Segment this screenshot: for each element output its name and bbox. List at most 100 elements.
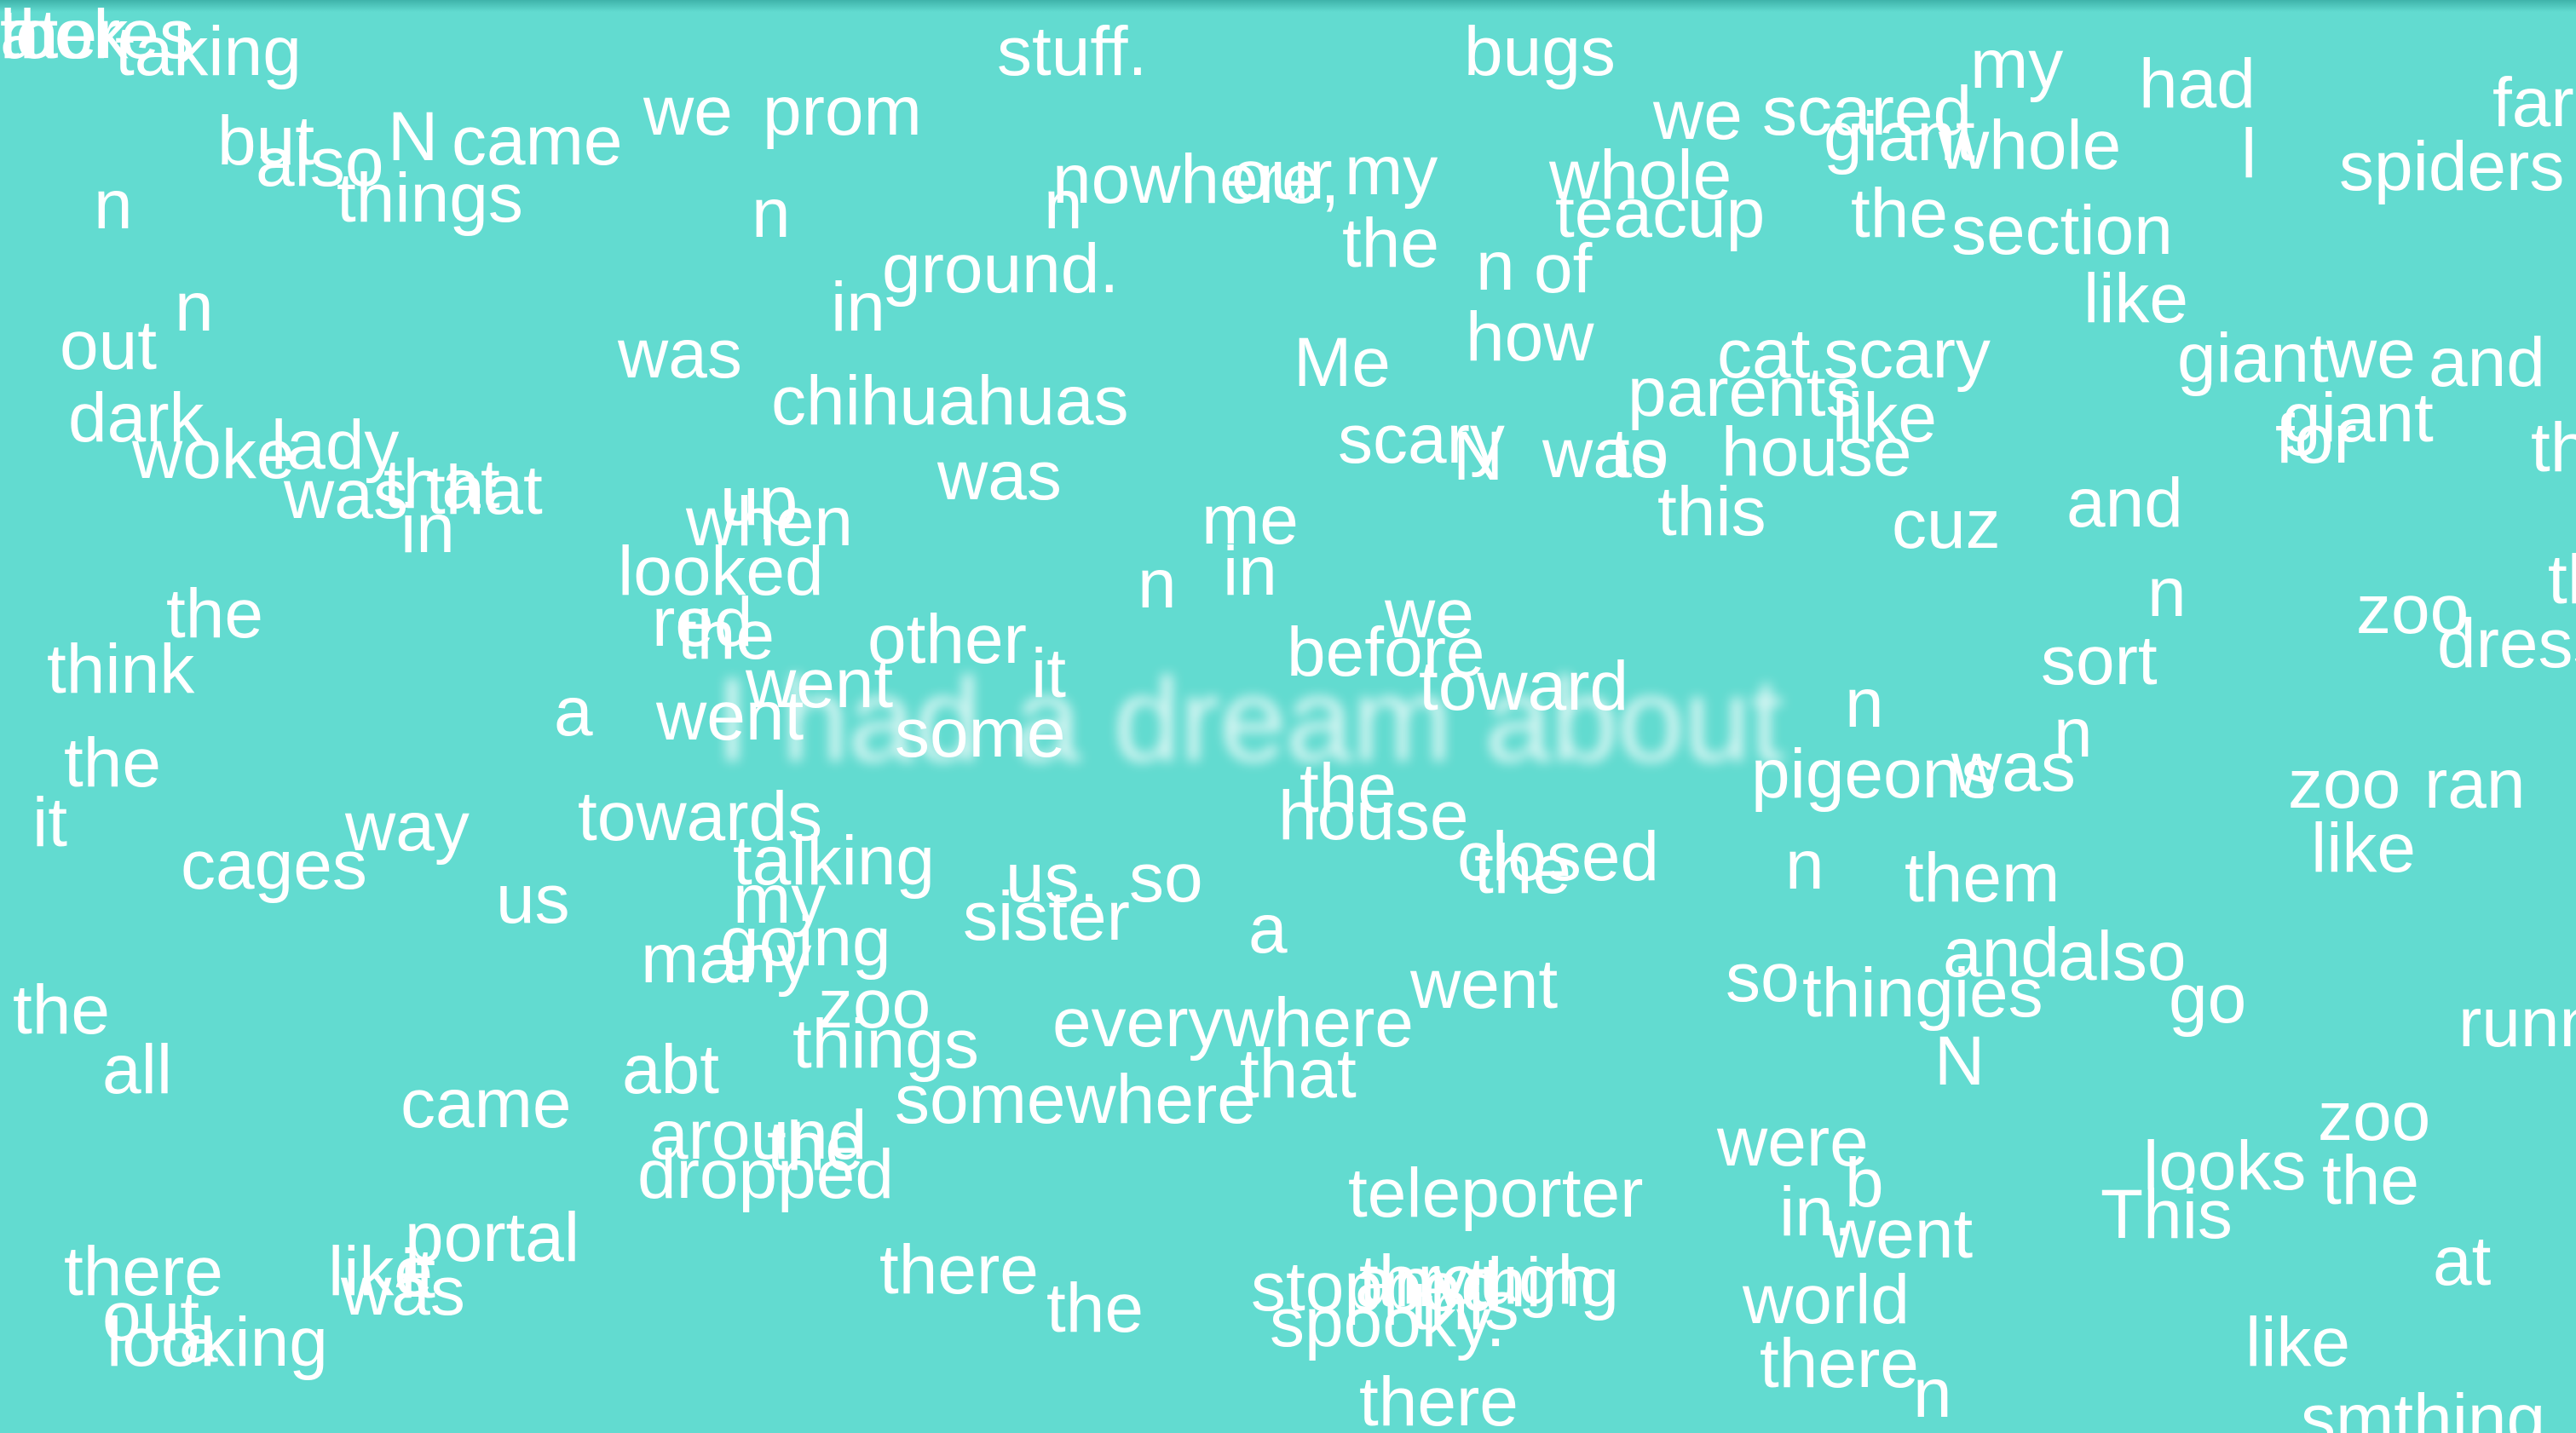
cloud-word: ground. xyxy=(882,230,1120,308)
cloud-word: we xyxy=(2326,315,2416,393)
cloud-word: things xyxy=(337,159,523,237)
cloud-word: sort xyxy=(2041,622,2158,699)
cloud-word: cages xyxy=(181,826,367,904)
cloud-word: n xyxy=(1845,665,1884,742)
cloud-word: there xyxy=(1359,1363,1519,1433)
cloud-word: like xyxy=(2311,809,2417,887)
cloud-word: cat xyxy=(1717,315,1811,393)
cloud-word: lady xyxy=(271,406,400,484)
cloud-word: all xyxy=(102,1031,173,1108)
cloud-word: we xyxy=(1385,575,1474,653)
cloud-word: some xyxy=(895,694,1066,772)
cloud-word: my xyxy=(733,860,827,938)
cloud-word: house xyxy=(1278,777,1469,855)
cloud-word: many xyxy=(641,920,812,998)
cloud-word: went xyxy=(656,677,804,755)
cloud-word: anything xyxy=(1355,1244,1620,1321)
cloud-word: whole xyxy=(1549,136,1732,214)
cloud-word: was xyxy=(1951,728,2076,806)
cloud-word: in xyxy=(401,490,455,567)
cloud-word: go xyxy=(2169,960,2247,1038)
cloud-word: so xyxy=(1726,939,1800,1016)
cloud-word: to xyxy=(1611,415,1669,492)
cloud-word: out xyxy=(102,1278,199,1355)
cloud-word: that xyxy=(1240,1035,1357,1113)
cloud-word: abt xyxy=(622,1031,719,1108)
cloud-word: n xyxy=(94,166,133,244)
cloud-word: going xyxy=(720,903,891,981)
cloud-word: sister xyxy=(963,878,1130,955)
cloud-word: us. xyxy=(1006,839,1099,917)
cloud-word: N xyxy=(1453,417,1504,495)
cloud-word: dress xyxy=(2437,605,2576,682)
cloud-word: n xyxy=(175,268,214,346)
cloud-word: way xyxy=(345,788,470,866)
cloud-word: of xyxy=(1534,230,1593,308)
cloud-word: zoo xyxy=(818,965,931,1043)
cloud-word: for xyxy=(2275,400,2357,478)
cloud-word: theres xyxy=(0,0,194,73)
cloud-word: section xyxy=(1951,192,2173,269)
cloud-word: dropped xyxy=(637,1136,894,1213)
cloud-word: Me xyxy=(1294,324,1391,401)
cloud-word: talking xyxy=(733,822,936,900)
cloud-word: th xyxy=(2548,541,2576,619)
cloud-word: there xyxy=(64,1233,223,1310)
cloud-word: the xyxy=(1300,750,1397,827)
cloud-word: like xyxy=(328,1233,434,1310)
cloud-word: closed xyxy=(1457,818,1660,895)
cloud-word: chihuahuas xyxy=(771,362,1129,440)
cloud-word: through xyxy=(1359,1241,1597,1319)
cloud-word: teleporter xyxy=(1348,1154,1644,1232)
cloud-word: them xyxy=(1905,839,2060,917)
cloud-word: a xyxy=(554,673,593,751)
cloud-word: it xyxy=(32,784,67,861)
headline: I had a dream about xyxy=(716,653,1784,786)
cloud-word: like xyxy=(2245,1304,2351,1381)
cloud-word: woke xyxy=(132,416,296,493)
cloud-word: up xyxy=(720,463,798,540)
cloud-word: giant xyxy=(2282,379,2434,457)
cloud-word: smthing xyxy=(2301,1380,2546,1433)
cloud-word: went xyxy=(1825,1195,1974,1273)
cloud-word: before xyxy=(1287,613,1485,691)
cloud-word: my xyxy=(1970,26,2064,103)
cloud-word: was xyxy=(341,1252,465,1330)
cloud-word: n xyxy=(2054,694,2093,772)
cloud-word: so xyxy=(1129,839,1203,917)
cloud-word: n xyxy=(1138,545,1177,623)
cloud-word: it xyxy=(1031,635,1066,712)
cloud-word: the xyxy=(767,1108,864,1185)
cloud-word: stuff. xyxy=(997,13,1148,90)
cloud-word: that xyxy=(426,452,543,529)
cloud-word: the xyxy=(166,575,263,653)
cloud-word: spooky. xyxy=(1270,1284,1506,1361)
cloud-word: and xyxy=(2066,464,2183,542)
cloud-word: cuz xyxy=(1892,486,2001,563)
cloud-word: out xyxy=(60,307,157,384)
cloud-word: parents xyxy=(1628,354,1861,431)
cloud-word: and xyxy=(2429,324,2545,401)
cloud-word: the xyxy=(1046,1269,1144,1347)
cloud-word: look xyxy=(0,0,129,73)
cloud-word: n xyxy=(1913,1355,1952,1432)
cloud-word: think xyxy=(47,630,195,708)
cloud-word: this xyxy=(1410,1267,1519,1344)
cloud-word: giant xyxy=(2177,319,2329,397)
cloud-word: zoo xyxy=(2356,571,2469,648)
cloud-word: there xyxy=(879,1231,1039,1309)
cloud-word: giant xyxy=(1824,98,1975,176)
cloud-word: the xyxy=(13,971,110,1049)
cloud-word: n xyxy=(0,0,39,73)
cloud-word: everywhere xyxy=(1052,984,1414,1062)
cloud-word: whole xyxy=(1939,106,2122,184)
cloud-word: a xyxy=(1248,890,1288,968)
cloud-word: this xyxy=(1657,473,1766,550)
cloud-word: had xyxy=(2139,45,2256,123)
cloud-word: like xyxy=(2083,260,2189,337)
cloud-word: there xyxy=(1760,1325,1919,1402)
cloud-word: n xyxy=(1044,166,1083,244)
cloud-word: N xyxy=(1934,1022,1985,1100)
cloud-word: was xyxy=(284,456,408,533)
